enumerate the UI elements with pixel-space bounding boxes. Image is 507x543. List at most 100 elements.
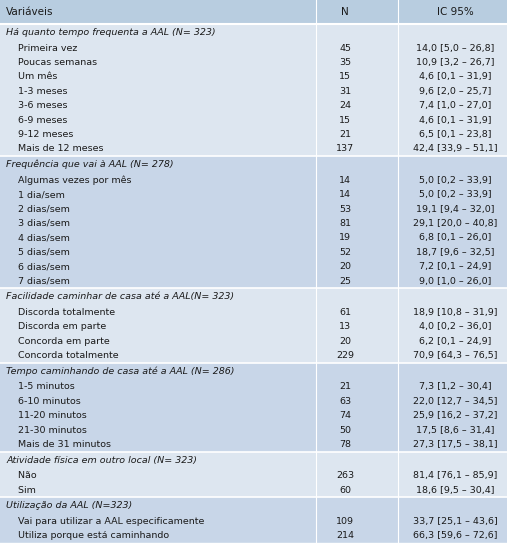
- Text: 11-20 minutos: 11-20 minutos: [6, 411, 87, 420]
- Bar: [0, 128, 507, 142]
- Bar: [0, 288, 507, 305]
- Text: 9-12 meses: 9-12 meses: [6, 130, 74, 139]
- Text: 5 dias/sem: 5 dias/sem: [6, 248, 70, 257]
- Text: 7,2 [0,1 – 24,9]: 7,2 [0,1 – 24,9]: [419, 262, 491, 271]
- Bar: [0, 452, 507, 469]
- Text: 109: 109: [336, 517, 354, 526]
- Bar: [0, 469, 507, 483]
- Text: 13: 13: [339, 322, 351, 331]
- Bar: [0, 173, 507, 187]
- Text: 137: 137: [336, 144, 354, 154]
- Bar: [0, 349, 507, 363]
- Bar: [0, 514, 507, 528]
- Text: 3-6 meses: 3-6 meses: [6, 101, 67, 110]
- Text: 15: 15: [339, 72, 351, 81]
- Text: 20: 20: [339, 337, 351, 346]
- Bar: [0, 187, 507, 202]
- Bar: [0, 528, 507, 543]
- Bar: [0, 142, 507, 156]
- Text: 19,1 [9,4 – 32,0]: 19,1 [9,4 – 32,0]: [416, 205, 494, 213]
- Text: 263: 263: [336, 471, 354, 480]
- Text: 63: 63: [339, 397, 351, 406]
- Text: 18,9 [10,8 – 31,9]: 18,9 [10,8 – 31,9]: [413, 308, 497, 317]
- Text: 19: 19: [339, 233, 351, 242]
- Text: 7,4 [1,0 – 27,0]: 7,4 [1,0 – 27,0]: [419, 101, 491, 110]
- Text: 20: 20: [339, 262, 351, 271]
- Text: 74: 74: [339, 411, 351, 420]
- Text: Discorda totalmente: Discorda totalmente: [6, 308, 115, 317]
- Text: Algumas vezes por mês: Algumas vezes por mês: [6, 175, 131, 185]
- Bar: [0, 363, 507, 380]
- Text: IC 95%: IC 95%: [437, 7, 474, 17]
- Text: 6,8 [0,1 – 26,0]: 6,8 [0,1 – 26,0]: [419, 233, 491, 242]
- Bar: [0, 334, 507, 349]
- Text: 42,4 [33,9 – 51,1]: 42,4 [33,9 – 51,1]: [413, 144, 497, 154]
- Bar: [0, 70, 507, 84]
- Text: Concorda totalmente: Concorda totalmente: [6, 351, 119, 360]
- Text: 229: 229: [336, 351, 354, 360]
- Text: 14: 14: [339, 176, 351, 185]
- Text: 45: 45: [339, 43, 351, 53]
- Text: 18,7 [9,6 – 32,5]: 18,7 [9,6 – 32,5]: [416, 248, 494, 257]
- Text: 66,3 [59,6 – 72,6]: 66,3 [59,6 – 72,6]: [413, 531, 497, 540]
- Text: N: N: [341, 7, 349, 17]
- Bar: [0, 483, 507, 497]
- Text: Discorda em parte: Discorda em parte: [6, 322, 106, 331]
- Bar: [0, 437, 507, 452]
- Text: 22,0 [12,7 – 34,5]: 22,0 [12,7 – 34,5]: [413, 397, 497, 406]
- Text: Facilidade caminhar de casa até a AAL(N= 323): Facilidade caminhar de casa até a AAL(N=…: [6, 292, 234, 301]
- Bar: [0, 202, 507, 216]
- Text: Variáveis: Variáveis: [6, 7, 54, 17]
- Bar: [0, 55, 507, 70]
- Bar: [0, 156, 507, 173]
- Text: 4,0 [0,2 – 36,0]: 4,0 [0,2 – 36,0]: [419, 322, 491, 331]
- Text: Tempo caminhando de casa até a AAL (N= 286): Tempo caminhando de casa até a AAL (N= 2…: [6, 367, 235, 376]
- Text: 14: 14: [339, 190, 351, 199]
- Text: Não: Não: [6, 471, 37, 480]
- Bar: [0, 260, 507, 274]
- Text: 81,4 [76,1 – 85,9]: 81,4 [76,1 – 85,9]: [413, 471, 497, 480]
- Text: 35: 35: [339, 58, 351, 67]
- Text: 6,2 [0,1 – 24,9]: 6,2 [0,1 – 24,9]: [419, 337, 491, 346]
- Text: Vai para utilizar a AAL especificamente: Vai para utilizar a AAL especificamente: [6, 517, 204, 526]
- Bar: [0, 113, 507, 128]
- Text: 53: 53: [339, 205, 351, 213]
- Text: 70,9 [64,3 – 76,5]: 70,9 [64,3 – 76,5]: [413, 351, 497, 360]
- Text: 7 dias/sem: 7 dias/sem: [6, 276, 70, 286]
- Bar: [0, 41, 507, 55]
- Text: 14,0 [5,0 – 26,8]: 14,0 [5,0 – 26,8]: [416, 43, 494, 53]
- Text: 15: 15: [339, 116, 351, 125]
- Text: 1-5 minutos: 1-5 minutos: [6, 382, 75, 392]
- Text: 6-10 minutos: 6-10 minutos: [6, 397, 81, 406]
- Text: Utilização da AAL (N=323): Utilização da AAL (N=323): [6, 501, 132, 510]
- Text: 9,0 [1,0 – 26,0]: 9,0 [1,0 – 26,0]: [419, 276, 491, 286]
- Text: 1-3 meses: 1-3 meses: [6, 87, 67, 96]
- Text: 4,6 [0,1 – 31,9]: 4,6 [0,1 – 31,9]: [419, 72, 491, 81]
- Text: 6,5 [0,1 – 23,8]: 6,5 [0,1 – 23,8]: [419, 130, 491, 139]
- Text: 25,9 [16,2 – 37,2]: 25,9 [16,2 – 37,2]: [413, 411, 497, 420]
- Text: 9,6 [2,0 – 25,7]: 9,6 [2,0 – 25,7]: [419, 87, 491, 96]
- Text: 78: 78: [339, 440, 351, 449]
- Text: 24: 24: [339, 101, 351, 110]
- Text: Poucas semanas: Poucas semanas: [6, 58, 97, 67]
- Text: 214: 214: [336, 531, 354, 540]
- Bar: [0, 423, 507, 437]
- Text: 7,3 [1,2 – 30,4]: 7,3 [1,2 – 30,4]: [419, 382, 491, 392]
- Text: Mais de 31 minutos: Mais de 31 minutos: [6, 440, 111, 449]
- Text: Utiliza porque está caminhando: Utiliza porque está caminhando: [6, 531, 169, 540]
- Text: 29,1 [20,0 – 40,8]: 29,1 [20,0 – 40,8]: [413, 219, 497, 228]
- Text: Frequência que vai à AAL (N= 278): Frequência que vai à AAL (N= 278): [6, 160, 173, 169]
- Text: 17,5 [8,6 – 31,4]: 17,5 [8,6 – 31,4]: [416, 426, 494, 434]
- Bar: [0, 24, 507, 41]
- Bar: [0, 319, 507, 334]
- Text: 5,0 [0,2 – 33,9]: 5,0 [0,2 – 33,9]: [419, 176, 491, 185]
- Bar: [0, 216, 507, 231]
- Text: 5,0 [0,2 – 33,9]: 5,0 [0,2 – 33,9]: [419, 190, 491, 199]
- Text: Concorda em parte: Concorda em parte: [6, 337, 110, 346]
- Text: 6-9 meses: 6-9 meses: [6, 116, 67, 125]
- Bar: [0, 497, 507, 514]
- Text: 21: 21: [339, 382, 351, 392]
- Bar: [0, 84, 507, 98]
- Text: 60: 60: [339, 485, 351, 495]
- Text: 18,6 [9,5 – 30,4]: 18,6 [9,5 – 30,4]: [416, 485, 494, 495]
